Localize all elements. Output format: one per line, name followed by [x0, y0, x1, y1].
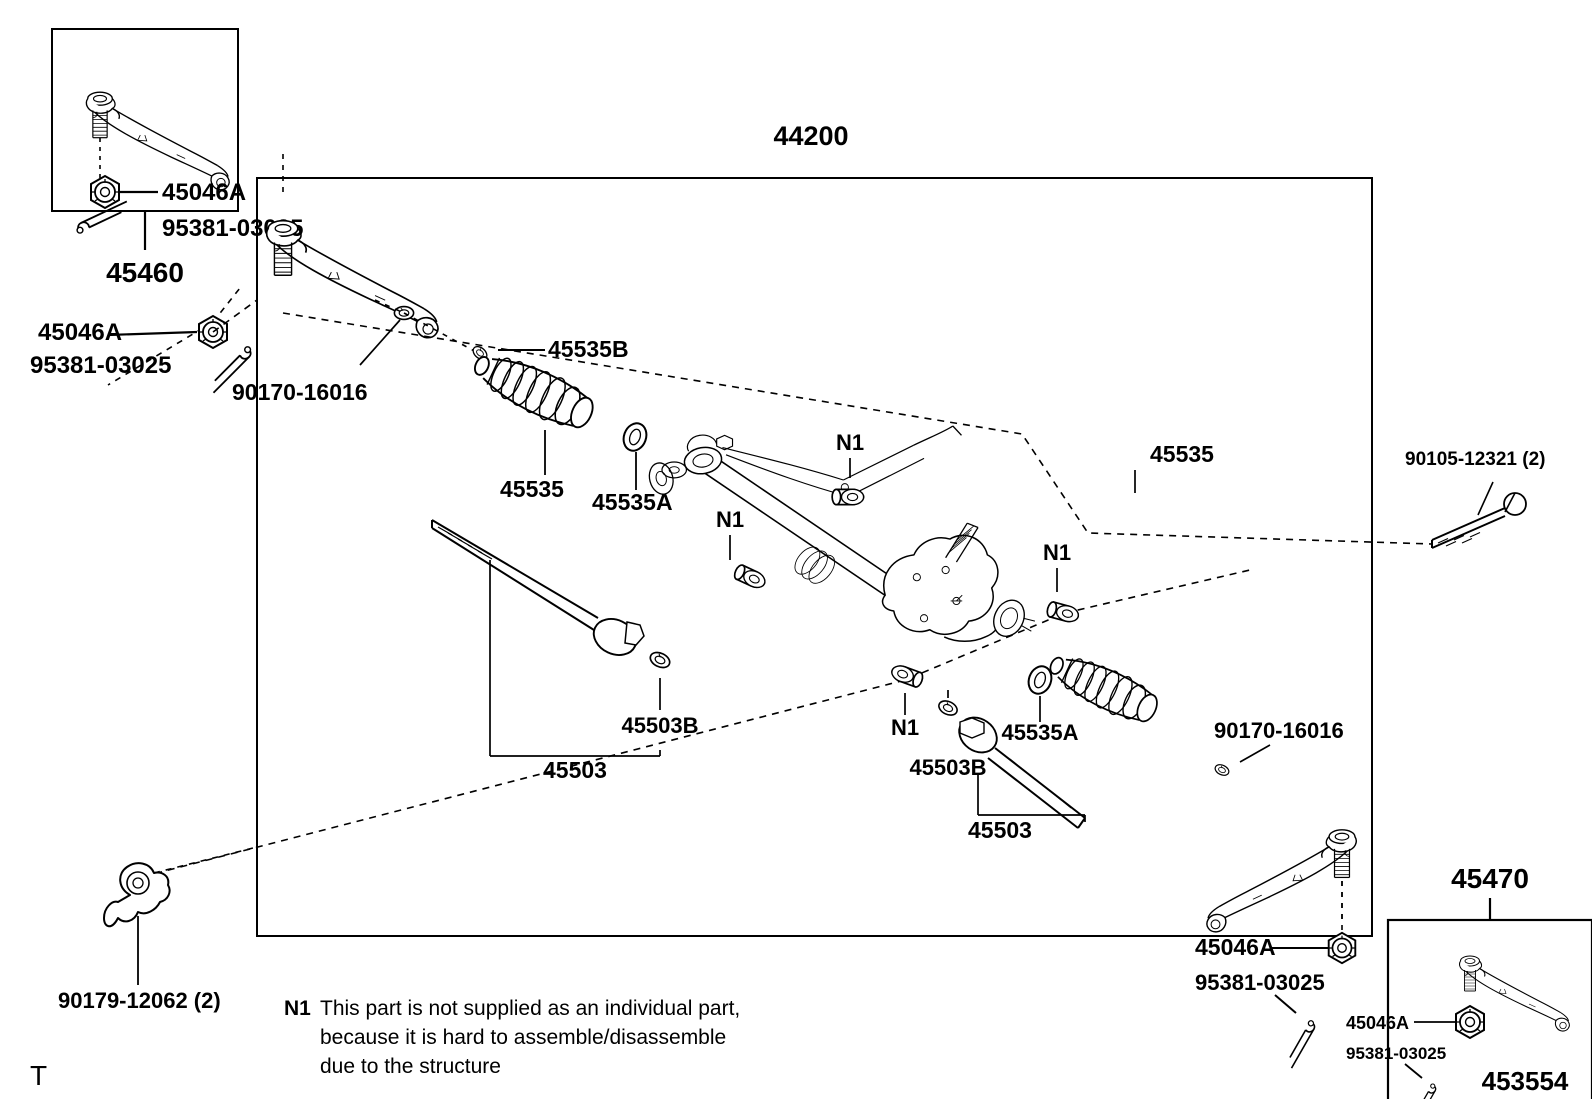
svg-text:because it is hard to assemble: because it is hard to assemble/disassemb…: [320, 1026, 726, 1049]
svg-text:45535A: 45535A: [592, 489, 673, 515]
svg-text:45535: 45535: [500, 476, 564, 502]
svg-text:90105-12321 (2): 90105-12321 (2): [1405, 449, 1546, 470]
svg-text:45503B: 45503B: [909, 755, 986, 780]
svg-text:90170-16016: 90170-16016: [1214, 718, 1344, 743]
svg-text:N1: N1: [716, 507, 744, 532]
svg-text:95381-03025: 95381-03025: [30, 352, 171, 379]
svg-text:90170-16016: 90170-16016: [232, 379, 368, 405]
svg-text:45503B: 45503B: [621, 713, 698, 738]
svg-text:N1: N1: [891, 715, 919, 740]
svg-text:45460: 45460: [106, 257, 184, 288]
svg-text:due to the structure: due to the structure: [320, 1055, 501, 1078]
svg-text:N1: N1: [836, 430, 864, 455]
svg-text:453554: 453554: [1482, 1066, 1569, 1096]
svg-text:N1: N1: [284, 997, 311, 1020]
svg-text:95381-03025: 95381-03025: [1346, 1044, 1446, 1063]
svg-text:45046A: 45046A: [38, 319, 122, 346]
svg-text:This part is not supplied as a: This part is not supplied as an individu…: [320, 997, 740, 1020]
svg-text:45046A: 45046A: [162, 179, 246, 206]
svg-text:45046A: 45046A: [1346, 1013, 1409, 1033]
svg-text:45046A: 45046A: [1195, 934, 1276, 960]
svg-text:45503: 45503: [543, 757, 607, 783]
svg-text:45535A: 45535A: [1001, 720, 1078, 745]
svg-text:45503: 45503: [968, 817, 1032, 843]
svg-text:95381-03025: 95381-03025: [1195, 970, 1325, 995]
svg-text:N1: N1: [1043, 540, 1071, 565]
svg-text:44200: 44200: [773, 121, 848, 151]
svg-text:45535: 45535: [1150, 441, 1214, 467]
svg-text:90179-12062 (2): 90179-12062 (2): [58, 988, 221, 1013]
svg-text:45535B: 45535B: [548, 336, 629, 362]
svg-text:T: T: [30, 1060, 47, 1091]
svg-text:45470: 45470: [1451, 863, 1529, 894]
